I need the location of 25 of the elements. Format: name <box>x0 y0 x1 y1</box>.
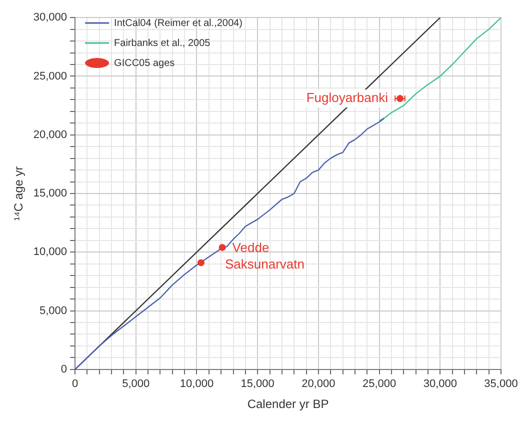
legend-label: IntCal04 (Reimer et al.,2004) <box>114 18 242 29</box>
legend-label: GICC05 ages <box>114 58 175 69</box>
legend-label: Fairbanks et al., 2005 <box>114 38 211 49</box>
x-tick-label: 30,000 <box>423 378 457 390</box>
y-tick-label: 5,000 <box>40 304 68 317</box>
point <box>218 244 226 251</box>
x-tick-label: 0 <box>72 378 78 390</box>
annotation: Saksunarvatn <box>225 256 305 272</box>
x-axis-title: Calender yr BP <box>247 397 329 412</box>
annotation: Fugloyarbanki <box>306 90 388 106</box>
x-tick-label: 15,000 <box>240 378 274 390</box>
y-axis-title: ¹⁴C age yr <box>12 166 26 221</box>
annotation: Vedde <box>232 240 270 256</box>
y-tick-label: 25,000 <box>33 70 68 82</box>
y-tick-label: 10,000 <box>33 246 68 258</box>
y-tick-label: 0 <box>60 363 68 376</box>
point <box>198 259 205 266</box>
y-tick-label: 30,000 <box>33 12 68 24</box>
y-tick-label: 15,000 <box>33 188 68 200</box>
x-tick-label: 35,000 <box>484 378 518 390</box>
x-tick-label: 20,000 <box>302 378 336 390</box>
x-tick-label: 10,000 <box>180 378 214 390</box>
x-tick-label: 25,000 <box>362 378 396 390</box>
x-tick-label: 5,000 <box>122 378 150 390</box>
y-tick-label: 20,000 <box>33 128 68 141</box>
